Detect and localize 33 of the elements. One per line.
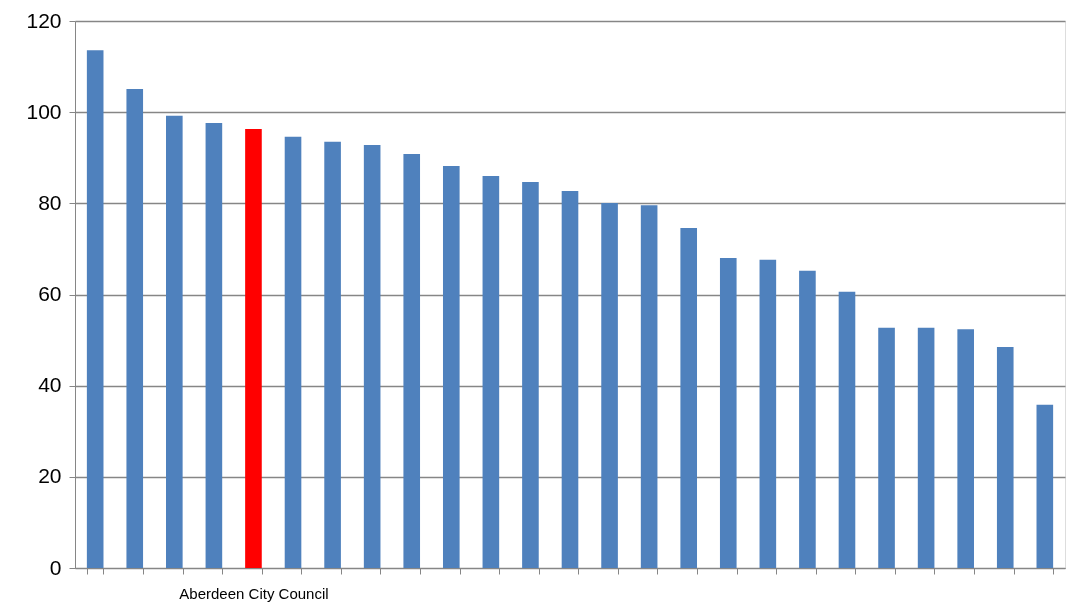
bar xyxy=(680,227,698,568)
bar xyxy=(284,136,302,568)
bar xyxy=(640,205,658,568)
bar xyxy=(166,115,183,568)
bar xyxy=(403,154,421,568)
bar xyxy=(482,175,500,568)
bar xyxy=(126,88,144,568)
bar xyxy=(86,50,104,568)
bar xyxy=(799,270,816,568)
y-tick-label: 120 xyxy=(26,8,62,32)
bar xyxy=(522,181,539,568)
y-tick-label: 100 xyxy=(26,99,62,123)
bar xyxy=(324,141,341,568)
bar xyxy=(205,123,223,568)
bar xyxy=(245,129,262,568)
bar xyxy=(363,144,381,568)
y-tick-label: 20 xyxy=(38,464,62,488)
bar xyxy=(957,329,974,568)
bar xyxy=(719,258,737,568)
y-tick-label: 0 xyxy=(49,555,62,579)
y-tick-label: 60 xyxy=(38,282,62,305)
bar xyxy=(561,191,579,568)
bar xyxy=(917,327,935,568)
bar xyxy=(878,327,895,568)
bar xyxy=(601,202,618,568)
bar xyxy=(996,346,1014,568)
x-tick-label: Aberdeen City Council xyxy=(179,584,329,602)
bar xyxy=(442,165,460,568)
y-tick-label: 40 xyxy=(38,373,62,397)
y-tick-label: 80 xyxy=(38,190,62,214)
bar xyxy=(1036,404,1054,568)
bar xyxy=(759,259,777,568)
bar xyxy=(838,291,856,568)
